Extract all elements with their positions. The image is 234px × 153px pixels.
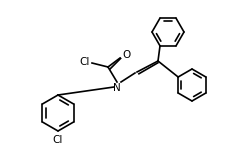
Text: O: O xyxy=(122,50,130,60)
Text: Cl: Cl xyxy=(53,135,63,145)
Text: Cl: Cl xyxy=(80,57,90,67)
Text: N: N xyxy=(113,83,121,93)
